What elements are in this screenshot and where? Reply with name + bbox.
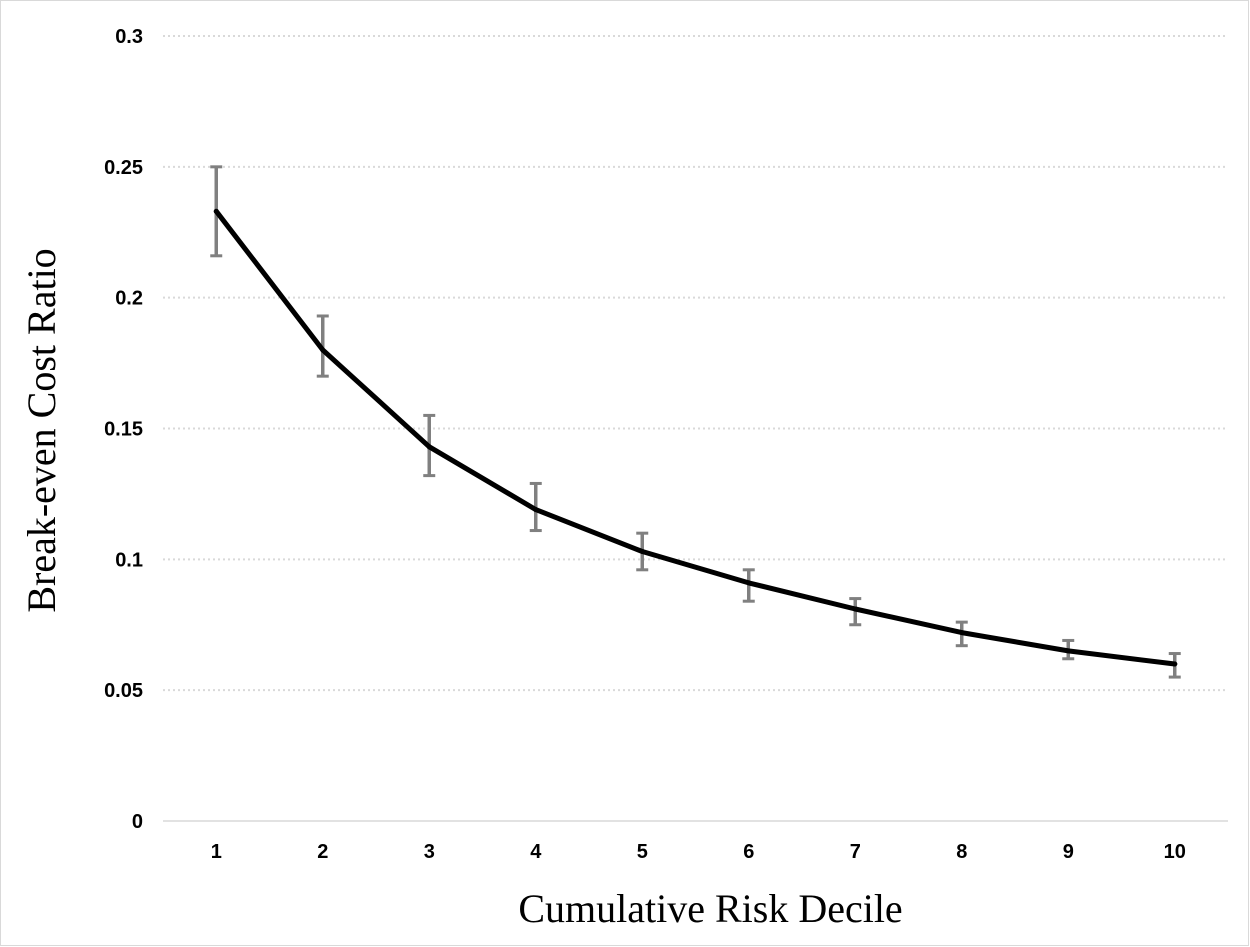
data-point: [639, 548, 645, 554]
y-tick-label: 0.1: [115, 549, 143, 571]
x-tick-label: 3: [424, 841, 435, 863]
data-point: [746, 580, 752, 586]
series-line-group: [213, 208, 1178, 667]
error-bar: [742, 568, 755, 603]
data-point: [213, 208, 219, 214]
x-axis-ticks: 1 2 3 4 5 6 7 8 9 10: [211, 841, 1186, 863]
x-tick-label: 1: [211, 841, 222, 863]
data-point: [426, 444, 432, 450]
y-tick-label: 0.05: [104, 680, 143, 702]
gridlines: [163, 35, 1228, 822]
error-bars: [210, 165, 1181, 679]
x-tick-label: 4: [530, 841, 542, 863]
x-tick-label: 2: [317, 841, 328, 863]
data-point: [320, 347, 326, 353]
data-point: [533, 507, 539, 513]
x-tick-label: 8: [956, 841, 967, 863]
x-tick-label: 9: [1063, 841, 1074, 863]
x-tick-label: 5: [637, 841, 648, 863]
x-axis-title: Cumulative Risk Decile: [518, 886, 902, 931]
data-point: [959, 630, 965, 636]
y-axis-ticks: 0 0.05 0.1 0.15 0.2 0.25 0.3: [104, 26, 143, 833]
x-tick-label: 10: [1164, 841, 1186, 863]
y-tick-label: 0.2: [115, 288, 143, 310]
y-tick-label: 0: [132, 811, 143, 833]
y-axis-title: Break-even Cost Ratio: [19, 248, 64, 612]
y-tick-label: 0.25: [104, 157, 143, 179]
x-tick-label: 7: [850, 841, 861, 863]
y-tick-label: 0.15: [104, 419, 143, 441]
data-point: [1065, 648, 1071, 654]
y-tick-label: 0.3: [115, 26, 143, 48]
error-bar: [849, 597, 862, 627]
data-point: [1172, 661, 1178, 667]
x-tick-label: 6: [743, 841, 754, 863]
series-line: [213, 208, 1178, 667]
data-point: [852, 606, 858, 612]
